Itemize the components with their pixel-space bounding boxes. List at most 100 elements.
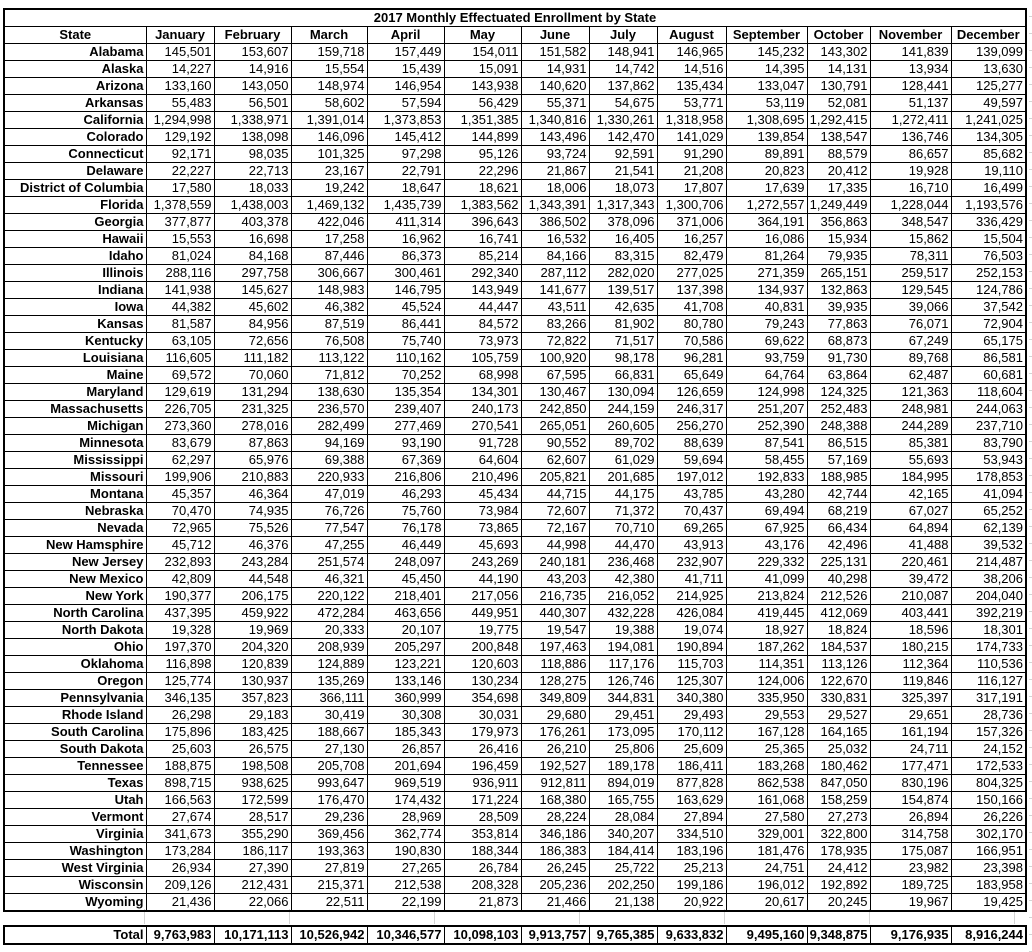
enrollment-cell: 141,029 <box>656 128 727 146</box>
enrollment-cell: 44,175 <box>588 485 658 503</box>
enrollment-cell: 75,526 <box>213 519 292 537</box>
enrollment-cell: 248,981 <box>869 400 952 418</box>
enrollment-cell: 277,025 <box>656 264 727 282</box>
enrollment-cell: 76,178 <box>366 519 445 537</box>
enrollment-cell: 322,800 <box>806 825 871 843</box>
enrollment-cell: 69,622 <box>725 332 808 350</box>
enrollment-cell: 165,755 <box>588 791 658 809</box>
enrollment-cell: 209,126 <box>145 876 215 894</box>
enrollment-cell: 20,617 <box>725 893 808 912</box>
enrollment-cell: 65,649 <box>656 366 727 384</box>
enrollment-cell: 278,016 <box>213 417 292 435</box>
enrollment-cell: 1,435,739 <box>366 196 445 214</box>
enrollment-cell: 369,456 <box>290 825 368 843</box>
enrollment-cell: 176,261 <box>520 723 590 741</box>
enrollment-cell: 19,074 <box>656 621 727 639</box>
enrollment-cell: 189,178 <box>588 757 658 775</box>
enrollment-cell: 51,137 <box>869 94 952 112</box>
enrollment-cell: 19,969 <box>213 621 292 639</box>
enrollment-cell: 1,294,998 <box>145 111 215 129</box>
enrollment-cell: 64,604 <box>443 451 522 469</box>
enrollment-cell: 20,245 <box>806 893 871 912</box>
enrollment-cell: 22,066 <box>213 893 292 912</box>
enrollment-cell: 68,219 <box>806 502 871 520</box>
enrollment-cell: 55,483 <box>145 94 215 112</box>
enrollment-cell: 166,563 <box>145 791 215 809</box>
state-name: Michigan <box>3 417 147 435</box>
enrollment-cell: 346,135 <box>145 689 215 707</box>
enrollment-cell: 15,553 <box>145 230 215 248</box>
enrollment-cell: 43,280 <box>725 485 808 503</box>
enrollment-cell: 112,364 <box>869 655 952 673</box>
enrollment-cell: 1,249,449 <box>806 196 871 214</box>
enrollment-cell: 67,249 <box>869 332 952 350</box>
enrollment-cell: 412,069 <box>806 604 871 622</box>
enrollment-cell: 143,050 <box>213 77 292 95</box>
enrollment-cell: 86,441 <box>366 315 445 333</box>
table-row: Illinois 288,116 297,758 306,667 300,461 292,… <box>3 264 1027 282</box>
enrollment-cell: 28,517 <box>213 808 292 826</box>
enrollment-cell: 87,446 <box>290 247 368 265</box>
enrollment-cell: 70,710 <box>588 519 658 537</box>
enrollment-cell: 22,511 <box>290 893 368 912</box>
enrollment-cell: 243,284 <box>213 553 292 571</box>
enrollment-cell: 23,398 <box>950 859 1027 877</box>
enrollment-cell: 43,203 <box>520 570 590 588</box>
enrollment-cell: 85,381 <box>869 434 952 452</box>
enrollment-cell: 24,751 <box>725 859 808 877</box>
enrollment-cell: 260,605 <box>588 417 658 435</box>
enrollment-cell: 1,330,261 <box>588 111 658 129</box>
state-name: Oklahoma <box>3 655 147 673</box>
enrollment-cell: 25,603 <box>145 740 215 758</box>
enrollment-cell: 73,984 <box>443 502 522 520</box>
enrollment-cell: 282,020 <box>588 264 658 282</box>
enrollment-cell: 26,857 <box>366 740 445 758</box>
enrollment-cell: 205,708 <box>290 757 368 775</box>
enrollment-cell: 15,504 <box>950 230 1027 248</box>
enrollment-cell: 56,501 <box>213 94 292 112</box>
enrollment-cell: 216,052 <box>588 587 658 605</box>
enrollment-cell: 24,711 <box>869 740 952 758</box>
enrollment-cell: 21,466 <box>520 893 590 912</box>
enrollment-cell: 74,935 <box>213 502 292 520</box>
enrollment-cell: 43,785 <box>656 485 727 503</box>
enrollment-cell: 176,470 <box>290 791 368 809</box>
enrollment-cell: 1,340,816 <box>520 111 590 129</box>
enrollment-cell: 192,833 <box>725 468 808 486</box>
enrollment-cell: 188,875 <box>145 757 215 775</box>
enrollment-cell: 146,954 <box>366 77 445 95</box>
enrollment-cell: 199,906 <box>145 468 215 486</box>
state-name: North Dakota <box>3 621 147 639</box>
enrollment-cell: 344,831 <box>588 689 658 707</box>
enrollment-cell: 193,363 <box>290 842 368 860</box>
enrollment-cell: 175,896 <box>145 723 215 741</box>
enrollment-cell: 87,519 <box>290 315 368 333</box>
enrollment-cell: 15,439 <box>366 60 445 78</box>
enrollment-cell: 29,493 <box>656 706 727 724</box>
enrollment-cell: 65,252 <box>950 502 1027 520</box>
enrollment-cell: 426,084 <box>656 604 727 622</box>
enrollment-cell: 232,893 <box>145 553 215 571</box>
enrollment-cell: 26,934 <box>145 859 215 877</box>
enrollment-cell: 173,284 <box>145 842 215 860</box>
enrollment-cell: 89,702 <box>588 434 658 452</box>
enrollment-cell: 18,301 <box>950 621 1027 639</box>
enrollment-cell: 133,047 <box>725 77 808 95</box>
table-row: Massachusetts 226,705 231,325 236,570 239,40… <box>3 400 1027 418</box>
table-row: New York 190,377 206,175 220,122 218,401 217,… <box>3 587 1027 605</box>
total-row: Total 9,763,983 10,171,113 10,526,942 10,346… <box>3 925 1027 945</box>
enrollment-cell: 199,186 <box>656 876 727 894</box>
column-header-april: April <box>366 26 445 44</box>
total-cell: 8,916,244 <box>950 925 1027 945</box>
state-name: District of Columbia <box>3 179 147 197</box>
enrollment-cell: 95,126 <box>443 145 522 163</box>
state-name: Delaware <box>3 162 147 180</box>
enrollment-cell: 18,073 <box>588 179 658 197</box>
enrollment-cell: 143,496 <box>520 128 590 146</box>
enrollment-cell: 248,388 <box>806 417 871 435</box>
enrollment-cell: 53,119 <box>725 94 808 112</box>
table-row: Michigan 273,360 278,016 282,499 277,469 270,… <box>3 417 1027 435</box>
enrollment-cell: 62,607 <box>520 451 590 469</box>
enrollment-cell: 335,950 <box>725 689 808 707</box>
enrollment-cell: 129,619 <box>145 383 215 401</box>
